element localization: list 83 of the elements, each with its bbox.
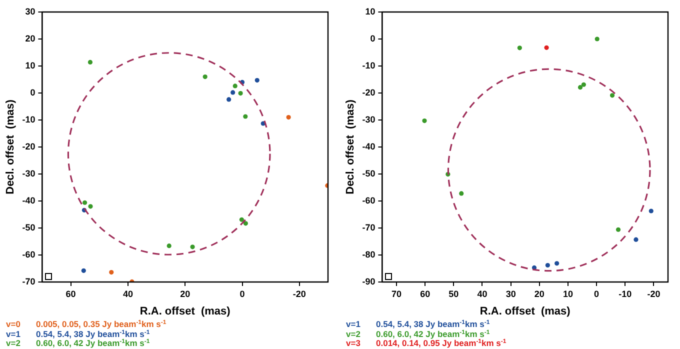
point — [88, 204, 93, 209]
text: 0.005, 0.05, 0.35 Jy beam$^{-1}$km s$^{-1}$ — [36, 319, 166, 329]
point — [254, 78, 260, 83]
y-tick-label: 20 — [25, 33, 36, 44]
point — [286, 115, 291, 120]
point — [545, 262, 550, 268]
y-tick-label: -70 — [22, 276, 36, 286]
point — [594, 36, 600, 42]
y-tick-label: -30 — [362, 114, 376, 124]
text: v=1 — [6, 328, 22, 339]
text: 0.54, 5.4, 38 Jy beam$^{-1}$km s$^{-1}$ — [36, 328, 150, 338]
text: 0.60, 6.0, 42 Jy beam$^{-1}$km s$^{-1}$ — [376, 328, 490, 338]
point — [243, 221, 248, 226]
y-tick-label: -40 — [22, 195, 36, 206]
y-tick-label: -90 — [362, 276, 376, 286]
y-tick-label: -20 — [362, 87, 376, 98]
x-axis-title: R.A. offset (mas) — [480, 305, 571, 318]
x-tick-label: 10 — [562, 288, 573, 299]
text: v=2 — [346, 328, 362, 339]
y-axis-title: Decl. offset (mas) — [4, 99, 17, 194]
text: v=2 — [6, 338, 22, 348]
point — [230, 90, 236, 95]
point — [517, 46, 522, 50]
point — [202, 74, 208, 80]
point — [459, 191, 464, 196]
x-tick-label: -20 — [292, 288, 306, 299]
y-tick-label: -10 — [22, 114, 36, 124]
point — [81, 268, 86, 273]
y-axis-title: Decl. offset (mas) — [344, 99, 357, 194]
point — [610, 93, 615, 98]
point — [88, 60, 93, 65]
point — [166, 244, 172, 248]
y-tick-label: -70 — [362, 222, 376, 232]
point — [616, 227, 621, 232]
point — [82, 200, 88, 205]
point — [648, 208, 654, 214]
point — [554, 261, 560, 266]
y-tick-label: -10 — [362, 60, 376, 70]
x-tick-label: 0 — [240, 288, 245, 299]
text: 0.014, 0.14, 0.95 Jy beam$^{-1}$km s$^{-1}$ — [376, 338, 506, 348]
y-tick-label: -50 — [362, 168, 376, 178]
y-tick-label: 30 — [25, 6, 36, 16]
point — [581, 82, 586, 87]
x-tick-label: 40 — [122, 288, 133, 299]
x-tick-label: 30 — [506, 288, 516, 299]
y-tick-label: 0 — [370, 33, 376, 44]
y-tick-label: -60 — [362, 195, 376, 206]
point — [544, 45, 549, 50]
x-tick-label: 50 — [448, 288, 459, 299]
x-tick-label: 60 — [66, 288, 76, 299]
y-tick-label: -20 — [22, 141, 36, 152]
text: v=1 — [346, 319, 362, 330]
text: 0.60, 6.0, 42 Jy beam$^{-1}$km s$^{-1}$ — [36, 338, 150, 348]
x-tick-label: 70 — [391, 288, 402, 299]
y-tick-label: -50 — [22, 222, 36, 232]
point — [190, 244, 195, 250]
point — [226, 97, 232, 102]
x-tick-label: 60 — [420, 288, 430, 299]
y-tick-label: -30 — [22, 168, 36, 178]
y-tick-label: -60 — [22, 249, 36, 260]
point — [422, 118, 427, 124]
x-tick-label: 40 — [477, 288, 488, 299]
y-tick-label: -40 — [362, 141, 376, 152]
point — [634, 237, 638, 242]
point — [238, 90, 243, 96]
point — [239, 217, 244, 222]
x-axis-title: R.A. offset (mas) — [140, 305, 231, 318]
text: 0.54, 5.4, 38 Jy beam$^{-1}$km s$^{-1}$ — [376, 319, 490, 329]
point — [243, 114, 248, 119]
x-tick-label: 0 — [594, 288, 600, 299]
y-tick-label: -80 — [362, 249, 376, 260]
x-tick-label: 20 — [534, 288, 544, 299]
y-tick-label: 0 — [30, 87, 36, 98]
text: v=3 — [346, 338, 362, 348]
x-tick-label: -20 — [647, 288, 660, 299]
x-tick-label: -10 — [618, 288, 632, 299]
point — [578, 85, 583, 90]
y-tick-label: 10 — [365, 6, 376, 16]
point — [109, 270, 114, 275]
x-tick-label: 20 — [180, 288, 190, 299]
point — [232, 84, 238, 88]
y-tick-label: 10 — [25, 60, 36, 70]
text: v=0 — [6, 319, 22, 330]
